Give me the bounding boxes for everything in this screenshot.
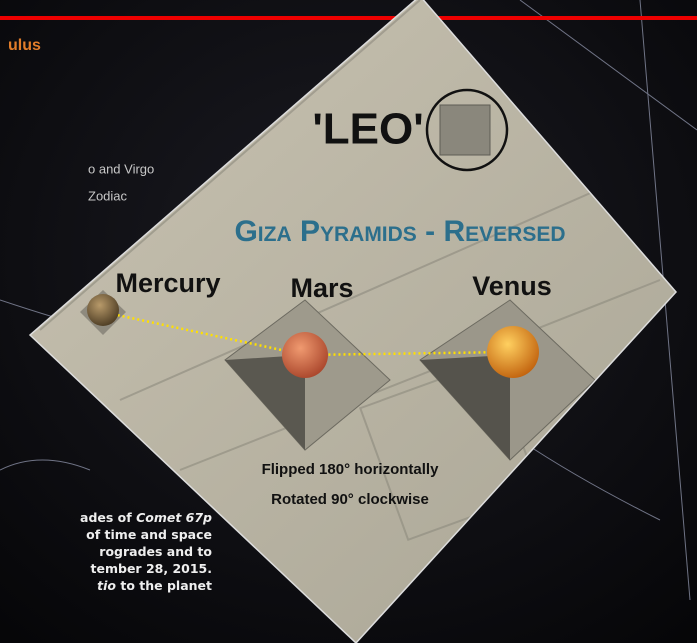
caption-line: of time and space	[86, 527, 212, 542]
caption-line: ades of Comet 67p	[80, 510, 212, 525]
caption-text: tember 28, 2015.	[91, 561, 212, 576]
note-line: o and Virgo	[88, 161, 154, 176]
slide: ulus o and Virgo Zodiac 'LEO' Giza Pyram…	[0, 0, 697, 643]
venus	[487, 326, 539, 378]
header-rule	[0, 16, 697, 20]
mercury	[87, 294, 119, 326]
caption-line: rogrades and to	[99, 544, 212, 559]
leo-label: 'LEO'	[312, 105, 423, 154]
caption-text: Comet 67p	[136, 510, 212, 525]
planet-label: Venus	[472, 271, 552, 301]
heading-fragment: ulus	[8, 37, 41, 54]
caption: ades of Comet 67p of time and space rograd…	[80, 510, 212, 593]
caption-text: rogrades and to	[99, 544, 212, 559]
caption-line: tio to the planet	[97, 578, 212, 593]
page: {"header": {"heading_fragment": "ulus"},…	[0, 0, 697, 643]
mars	[282, 332, 328, 378]
planet-label: Mars	[290, 273, 353, 303]
diagram-title: Giza Pyramids - Reversed	[234, 215, 565, 248]
caption-text: ades of	[80, 510, 136, 525]
caption-text: tio	[97, 578, 116, 593]
note-line: Zodiac	[88, 188, 128, 203]
caption-text: to the planet	[116, 578, 212, 593]
diagram-note: Rotated 90° clockwise	[271, 491, 429, 508]
diagram-note: Flipped 180° horizontally	[262, 461, 440, 478]
caption-line: tember 28, 2015.	[91, 561, 212, 576]
caption-text: of time and space	[86, 527, 212, 542]
planet-label: Mercury	[115, 268, 220, 298]
